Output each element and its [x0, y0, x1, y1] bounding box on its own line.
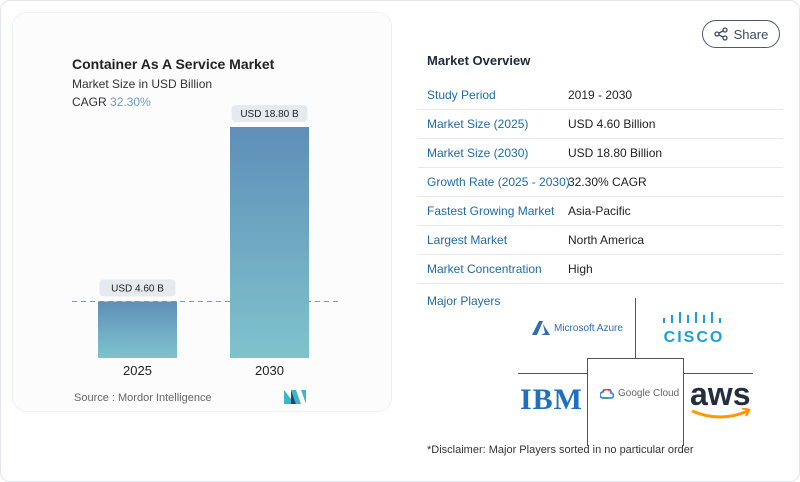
overview-row: Largest Market North America [418, 226, 783, 255]
overview-title: Market Overview [427, 53, 531, 68]
divider [518, 373, 588, 374]
x-tick-label: 2030 [255, 363, 284, 378]
google-box [587, 358, 684, 446]
row-label: Growth Rate (2025 - 2030) [427, 175, 570, 189]
divider [683, 373, 753, 374]
aws-logo: aws [690, 378, 754, 420]
cisco-logo: CISCO [662, 312, 726, 347]
data-label-bg [231, 105, 308, 122]
row-value: USD 18.80 Billion [568, 146, 663, 160]
bar-2025 [98, 301, 177, 358]
row-value: North America [568, 233, 645, 247]
aws-smile-icon [691, 408, 751, 419]
cagr-value: 32.30% [110, 95, 151, 109]
overview-row: Growth Rate (2025 - 2030) 32.30% CAGR [418, 168, 783, 197]
row-value: USD 4.60 Billion [568, 117, 656, 131]
chart-title: Container As A Service Market [72, 56, 275, 72]
share-icon [713, 27, 728, 41]
x-tick-label: 2025 [123, 363, 152, 378]
row-label: Fastest Growing Market [427, 204, 555, 218]
cagr-label: CAGR [72, 95, 107, 109]
chart-card [12, 12, 392, 412]
overview-row: Market Concentration High [418, 255, 783, 284]
overview-row: Market Size (2030) USD 18.80 Billion [418, 139, 783, 168]
overview-row: Study Period 2019 - 2030 [418, 81, 783, 110]
row-label: Study Period [427, 88, 496, 102]
overview-row: Market Size (2025) USD 4.60 Billion [418, 110, 783, 139]
overview-row: Fastest Growing Market Asia-Pacific [418, 197, 783, 226]
row-value: 2019 - 2030 [568, 88, 633, 102]
source-text: Source : Mordor Intelligence [74, 392, 212, 404]
mordor-logo-icon [284, 390, 306, 404]
row-value: 32.30% CAGR [568, 175, 647, 189]
data-label-bg [99, 279, 176, 297]
share-button[interactable]: Share [702, 20, 780, 48]
data-label: USD 18.80 B [240, 109, 299, 120]
major-players-label: Major Players [427, 294, 501, 308]
cagr: CAGR 32.30% [72, 95, 151, 109]
row-label: Market Size (2030) [427, 146, 529, 160]
row-value: Asia-Pacific [568, 204, 631, 218]
share-label: Share [733, 26, 769, 42]
google-cloud-logo: Google Cloud [600, 388, 679, 399]
google-cloud-icon [600, 388, 614, 399]
bar-2030 [230, 127, 309, 358]
data-label: USD 4.60 B [111, 283, 164, 294]
row-label: Market Concentration [427, 262, 542, 276]
row-label: Largest Market [427, 233, 508, 247]
row-value: High [568, 262, 593, 276]
bar-chart: USD 4.60 B 2025 USD 18.80 B 2030 [72, 105, 338, 378]
disclaimer: *Disclaimer: Major Players sorted in no … [427, 444, 694, 456]
row-label: Market Size (2025) [427, 117, 529, 131]
microsoft-azure-logo: Microsoft Azure [532, 321, 623, 335]
azure-icon [532, 321, 550, 335]
divider [635, 298, 636, 358]
cisco-bars-icon [663, 312, 721, 323]
chart-subtitle: Market Size in USD Billion [72, 77, 213, 91]
ibm-logo: IBM [520, 383, 583, 417]
